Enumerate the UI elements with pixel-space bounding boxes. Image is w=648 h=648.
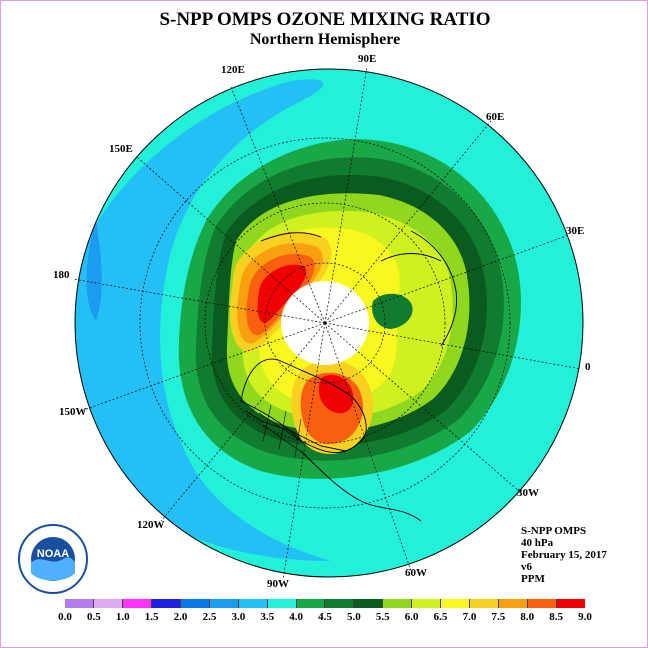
colorbar-swatch-3 xyxy=(151,599,181,608)
colorbar-tick-label: 3.5 xyxy=(260,611,275,623)
product-info: S-NPP OMPS 40 hPa February 15, 2017 v6 P… xyxy=(521,525,607,585)
noaa-logo-text: NOAA xyxy=(37,548,69,560)
longitude-label-0: 0 xyxy=(585,361,591,373)
colorbar-tick-label: 5.5 xyxy=(375,611,390,623)
noaa-logo-icon: NOAA xyxy=(18,524,88,594)
colorbar-tick-label: 4.0 xyxy=(289,611,303,623)
colorbar-tick-label: 4.5 xyxy=(318,611,332,623)
coastlines xyxy=(240,230,458,522)
colorbar-tick-label: 7.5 xyxy=(491,611,506,623)
longitude-label-180: 180 xyxy=(53,269,70,281)
map-subtitle: Northern Hemisphere xyxy=(249,31,401,48)
colorbar-tick-label: 1.5 xyxy=(144,611,159,623)
colorbar xyxy=(65,599,585,608)
colorbar-swatch-8 xyxy=(296,599,326,608)
colorbar-tick-label: 7.0 xyxy=(462,611,477,623)
colorbar-swatch-10 xyxy=(354,599,384,608)
colorbar-swatch-4 xyxy=(180,599,210,608)
colorbar-tick-label: 8.5 xyxy=(549,611,563,623)
ozone-region-east-red xyxy=(319,375,354,414)
map-title: S-NPP OMPS OZONE MIXING RATIO xyxy=(159,9,491,30)
ozone-region-lightblue xyxy=(75,79,331,561)
longitude-label-150w: 150W xyxy=(59,406,87,418)
colorbar-tick-label: 1.0 xyxy=(115,611,130,623)
colorbar-swatch-11 xyxy=(383,599,413,608)
us-state-boundaries xyxy=(258,404,304,458)
longitude-label-60w: 60W xyxy=(405,567,427,579)
colorbar-swatch-5 xyxy=(209,599,239,608)
colorbar-tick-label: 3.0 xyxy=(231,611,246,623)
longitude-label-120e: 120E xyxy=(221,64,245,76)
colorbar-tick-label: 8.0 xyxy=(520,611,535,623)
graticule xyxy=(72,66,582,580)
longitude-label-90w: 90W xyxy=(267,578,289,590)
colorbar-tick-label: 0.0 xyxy=(58,611,72,623)
colorbar-swatch-1 xyxy=(93,599,123,608)
colorbar-swatch-17 xyxy=(556,599,585,608)
colorbar-swatch-0 xyxy=(65,599,94,608)
ozone-contour-8-5 xyxy=(257,264,307,323)
colorbar-swatch-9 xyxy=(325,599,355,608)
colorbar-swatch-13 xyxy=(441,599,471,608)
colorbar-tick-label: 6.5 xyxy=(433,611,448,623)
longitude-label-120w: 120W xyxy=(137,519,165,531)
colorbar-tick-label: 2.5 xyxy=(202,611,217,623)
colorbar-tick-label: 0.5 xyxy=(87,611,101,623)
longitude-label-30e: 30E xyxy=(566,225,585,237)
longitude-label-60e: 60E xyxy=(486,111,505,123)
units-label: PPM xyxy=(521,573,545,585)
colorbar-swatch-6 xyxy=(238,599,268,608)
observation-date: February 15, 2017 xyxy=(521,549,607,561)
pressure-level: 40 hPa xyxy=(521,537,554,549)
colorbar-tick-label: 5.0 xyxy=(347,611,361,623)
colorbar-swatch-7 xyxy=(267,599,297,608)
map-boundary xyxy=(74,68,584,578)
colorbar-tick-label: 9.0 xyxy=(578,611,592,623)
colorbar-swatch-14 xyxy=(470,599,500,608)
data-version: v6 xyxy=(521,561,532,573)
colorbar-tick-label: 2.0 xyxy=(173,611,188,623)
longitude-label-30w: 30W xyxy=(517,487,539,499)
colorbar-swatch-2 xyxy=(122,599,152,608)
longitude-label-150e: 150E xyxy=(109,143,133,155)
colorbar-swatch-16 xyxy=(528,599,557,608)
colorbar-swatch-15 xyxy=(499,599,528,608)
longitude-label-90e: 90E xyxy=(358,53,377,65)
ozone-region-blue xyxy=(86,221,102,321)
instrument-name: S-NPP OMPS xyxy=(521,525,587,537)
colorbar-swatch-12 xyxy=(412,599,442,608)
colorbar-tick-label: 6.0 xyxy=(404,611,419,623)
